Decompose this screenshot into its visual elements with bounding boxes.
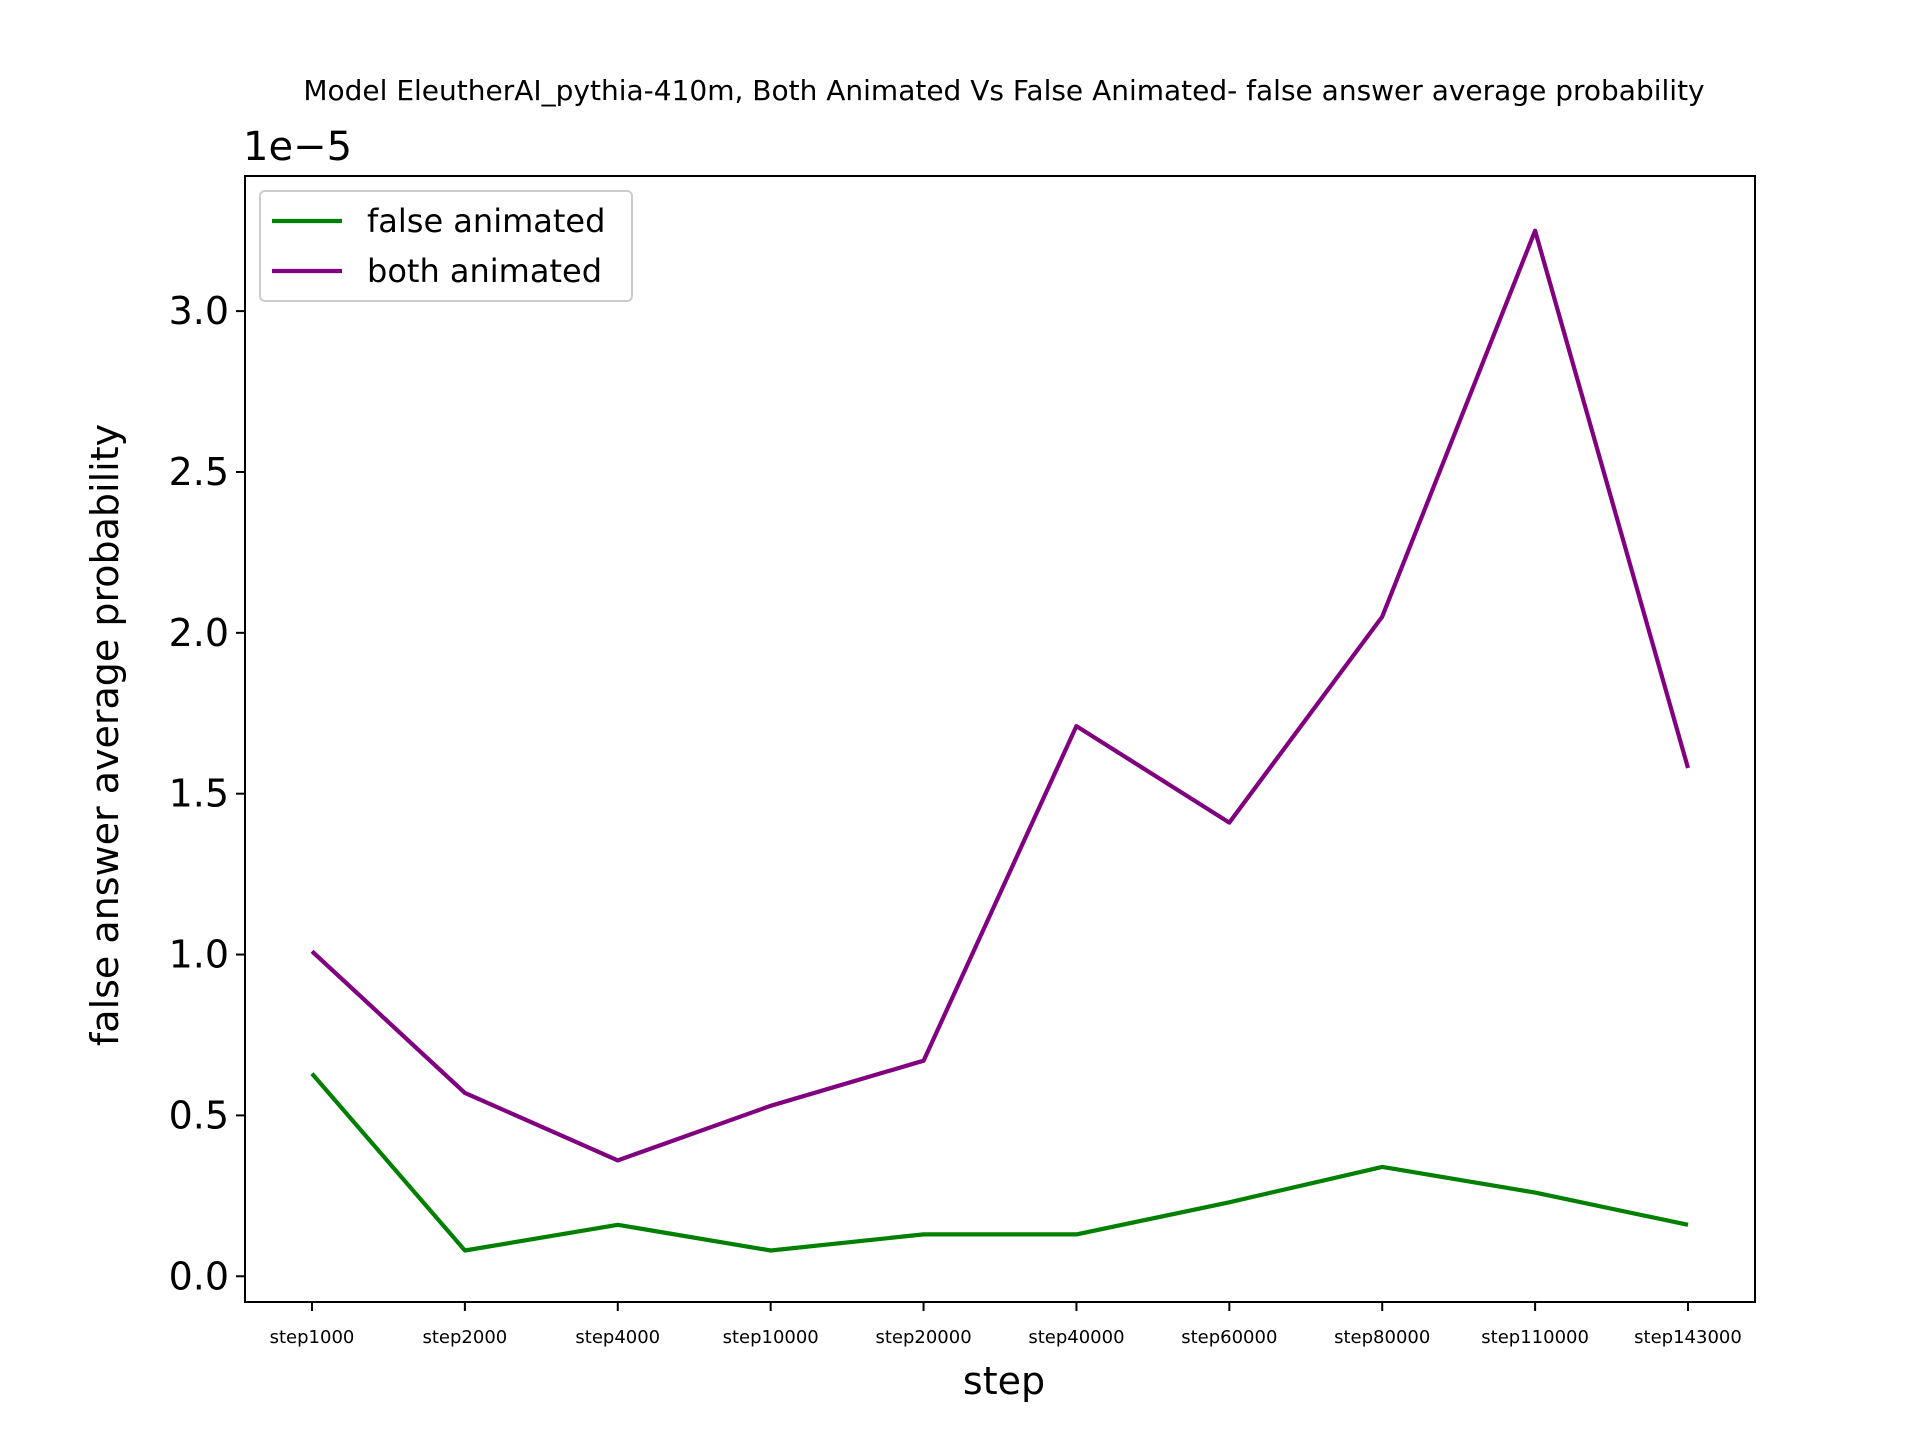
x-axis-ticks: step1000 step2000 step4000 step10000 step200… [270, 1302, 1742, 1348]
y-tick-label: 0.5 [169, 1093, 229, 1137]
x-tick-label: step10000 [723, 1327, 819, 1348]
y-axis-offset-label: 1e−5 [243, 124, 352, 170]
x-tick-label: step60000 [1181, 1327, 1277, 1348]
legend: false animated both animated [260, 191, 632, 301]
x-tick-label: step20000 [875, 1327, 971, 1348]
y-tick-label: 0.0 [169, 1254, 229, 1298]
x-tick-label: step4000 [575, 1327, 660, 1348]
legend-label-false-animated: false animated [367, 202, 605, 240]
chart-title: Model EleutherAI_pythia-410m, Both Anima… [303, 74, 1704, 107]
y-tick-label: 2.0 [169, 611, 229, 655]
y-tick-label: 3.0 [169, 289, 229, 333]
x-tick-label: step80000 [1334, 1327, 1430, 1348]
y-axis-label: false answer average probability [83, 424, 127, 1046]
x-tick-label: step143000 [1634, 1327, 1742, 1348]
y-tick-label: 1.5 [169, 772, 229, 816]
plot-area [245, 176, 1755, 1302]
legend-label-both-animated: both animated [367, 252, 602, 290]
y-axis-ticks: 0.0 0.5 1.0 1.5 2.0 2.5 3.0 [169, 289, 245, 1298]
series-line-false-animated [312, 1074, 1688, 1251]
y-tick-label: 2.5 [169, 450, 229, 494]
x-tick-label: step1000 [270, 1327, 355, 1348]
series-line-both-animated [312, 231, 1688, 1161]
x-tick-label: step110000 [1481, 1327, 1589, 1348]
x-tick-label: step2000 [423, 1327, 508, 1348]
x-axis-label: step [963, 1359, 1045, 1403]
x-tick-label: step40000 [1028, 1327, 1124, 1348]
plot-frame [245, 176, 1755, 1302]
y-tick-label: 1.0 [169, 933, 229, 977]
